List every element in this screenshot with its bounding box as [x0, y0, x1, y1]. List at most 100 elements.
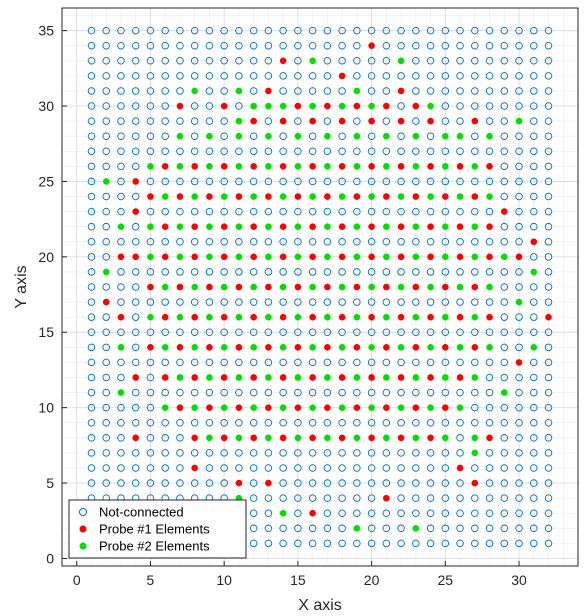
not-connected-point — [353, 509, 361, 517]
not-connected-point — [323, 388, 332, 397]
not-connected-point — [249, 298, 258, 306]
not-connected-point — [220, 41, 228, 50]
not-connected-point — [264, 26, 273, 35]
not-connected-point — [87, 388, 96, 397]
not-connected-point — [382, 72, 391, 80]
not-connected-point — [426, 207, 435, 216]
not-connected-point — [412, 207, 420, 216]
probe2-point — [161, 344, 169, 351]
probe2-point — [117, 389, 125, 396]
not-connected-point — [456, 177, 464, 186]
not-connected-point — [220, 57, 228, 65]
not-connected-point — [544, 449, 553, 457]
probe2-point — [206, 223, 213, 230]
not-connected-point — [382, 464, 391, 472]
not-connected-point — [87, 373, 96, 382]
not-connected-point — [87, 479, 96, 487]
not-connected-point — [102, 238, 110, 246]
not-connected-point — [264, 72, 273, 80]
not-connected-point — [544, 57, 553, 65]
not-connected-point — [426, 388, 435, 397]
probe2-point — [235, 253, 243, 261]
probe2-point — [294, 163, 302, 170]
not-connected-point — [500, 509, 509, 517]
not-connected-point — [308, 268, 317, 276]
probe2-point — [309, 283, 316, 291]
not-connected-point — [146, 72, 155, 80]
x-tick-label: 15 — [290, 572, 306, 588]
probe2-point — [235, 434, 243, 442]
probe1-point — [176, 283, 184, 291]
probe1-point — [338, 313, 346, 321]
not-connected-point — [530, 41, 538, 50]
not-connected-point — [456, 539, 464, 548]
probe2-point — [324, 313, 331, 321]
not-connected-point — [471, 268, 479, 276]
not-connected-point — [441, 238, 450, 246]
probe1-point — [397, 163, 405, 170]
probe1-point — [486, 434, 493, 442]
not-connected-point — [367, 147, 376, 156]
not-connected-point — [235, 238, 243, 246]
not-connected-point — [544, 87, 553, 95]
not-connected-point — [426, 268, 435, 276]
not-connected-point — [338, 388, 346, 397]
not-connected-point — [249, 418, 258, 427]
not-connected-point — [131, 87, 140, 95]
not-connected-point — [485, 464, 494, 472]
x-tick-label: 30 — [511, 572, 527, 588]
not-connected-point — [412, 177, 420, 186]
not-connected-point — [544, 358, 553, 367]
not-connected-point — [397, 388, 405, 397]
probe2-point — [427, 344, 434, 351]
probe1-point — [309, 223, 316, 230]
not-connected-point — [397, 494, 405, 502]
not-connected-point — [441, 388, 450, 397]
not-connected-point — [397, 177, 405, 186]
not-connected-point — [102, 87, 110, 95]
not-connected-point — [235, 57, 243, 65]
not-connected-point — [87, 434, 96, 442]
not-connected-point — [338, 358, 346, 367]
probe2-point — [397, 344, 405, 351]
not-connected-point — [353, 41, 361, 50]
not-connected-point — [353, 388, 361, 397]
not-connected-point — [249, 358, 258, 367]
probe1-point — [427, 313, 434, 321]
not-connected-point — [131, 283, 140, 291]
probe2-point — [102, 178, 110, 185]
not-connected-point — [176, 479, 184, 487]
not-connected-point — [146, 132, 155, 140]
probe2-point — [338, 283, 346, 291]
not-connected-point — [220, 388, 228, 397]
not-connected-point — [131, 298, 140, 306]
probe1-point — [456, 313, 464, 321]
not-connected-point — [353, 57, 361, 65]
legend-marker — [79, 508, 87, 516]
not-connected-point — [323, 147, 332, 156]
not-connected-point — [220, 268, 228, 276]
not-connected-point — [456, 479, 464, 487]
not-connected-point — [530, 494, 538, 502]
not-connected-point — [500, 26, 509, 35]
probe1-point — [471, 117, 479, 125]
not-connected-point — [102, 117, 110, 125]
probe1-point — [235, 193, 243, 200]
not-connected-point — [530, 102, 538, 110]
not-connected-point — [544, 298, 553, 306]
not-connected-point — [205, 479, 214, 487]
not-connected-point — [205, 117, 214, 125]
not-connected-point — [294, 238, 302, 246]
not-connected-point — [249, 207, 258, 216]
probe1-point — [220, 434, 228, 442]
not-connected-point — [426, 328, 435, 336]
not-connected-point — [426, 464, 435, 472]
not-connected-point — [530, 57, 538, 65]
not-connected-point — [530, 298, 538, 306]
not-connected-point — [544, 26, 553, 35]
probe2-point — [397, 57, 405, 65]
not-connected-point — [190, 358, 199, 367]
not-connected-point — [161, 238, 169, 246]
not-connected-point — [515, 494, 523, 502]
probe2-point — [353, 223, 361, 230]
